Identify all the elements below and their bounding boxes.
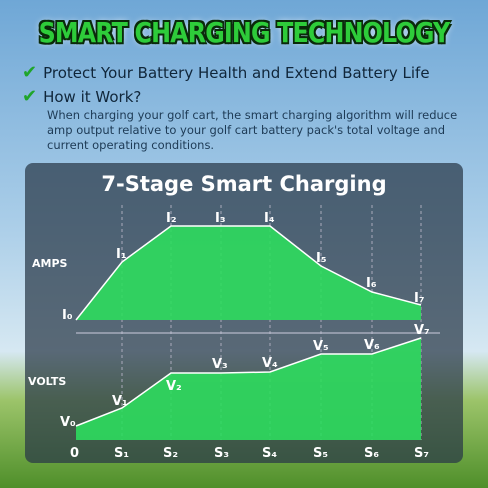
amps-point-label: I₃ <box>215 211 226 226</box>
header-title: SMART CHARGING TECHNOLOGY <box>38 16 451 49</box>
feature-title: Protect Your Battery Health and Extend B… <box>43 63 430 82</box>
amps-area <box>76 226 421 320</box>
volts-point-label: V₄ <box>262 356 278 371</box>
stage-label: S₃ <box>214 446 229 461</box>
volts-label: VOLTS <box>28 375 66 388</box>
volts-point-label: V₇ <box>414 323 430 338</box>
amps-point-label: I₆ <box>366 276 377 291</box>
stage-label: S₇ <box>414 446 429 461</box>
volts-area <box>76 338 421 440</box>
feature: ✔ How it Work? <box>22 86 141 107</box>
feature-title: How it Work? <box>43 87 142 106</box>
volts-point-label: V₅ <box>313 339 329 354</box>
stage-label: S₆ <box>364 446 379 461</box>
check-icon: ✔ <box>22 86 38 107</box>
stage-label: S₂ <box>163 446 178 461</box>
amps-point-label: I₀ <box>62 308 73 323</box>
amps-point-label: I₇ <box>414 291 425 306</box>
check-icon: ✔ <box>22 62 38 83</box>
amps-line <box>75 225 422 321</box>
volts-point-label: V₀ <box>60 415 76 430</box>
amps-point-label: I₂ <box>166 211 177 226</box>
volts-line <box>75 337 422 427</box>
stage-label: S₁ <box>114 446 129 461</box>
stage-label: S₄ <box>262 446 277 461</box>
volts-point-label: V₂ <box>166 379 182 394</box>
feature-description: When charging your golf cart, the smart … <box>47 108 458 152</box>
amps-point-label: I₁ <box>116 247 127 262</box>
panel-title: 7-Stage Smart Charging <box>101 172 386 196</box>
volts-point-label: V₃ <box>212 357 228 372</box>
amps-point-label: I₄ <box>264 211 275 226</box>
amps-label: AMPS <box>32 257 68 270</box>
volts-point-label: V₆ <box>364 338 380 353</box>
stage-label: 0 <box>70 446 79 461</box>
amps-point-label: I₅ <box>316 251 327 266</box>
labels: I₀ I₁ I₂ I₃ I₄ I₅ I₆ I₇ V₀ V₁ V₂ V₃ V₄ V₅ V₆ V₇ 0 S₁ S₂ S₃ S… <box>60 211 430 461</box>
stage-label: S₅ <box>313 446 328 461</box>
feature: ✔ Protect Your Battery Health and Extend … <box>22 62 430 83</box>
volts-point-label: V₁ <box>112 394 128 409</box>
